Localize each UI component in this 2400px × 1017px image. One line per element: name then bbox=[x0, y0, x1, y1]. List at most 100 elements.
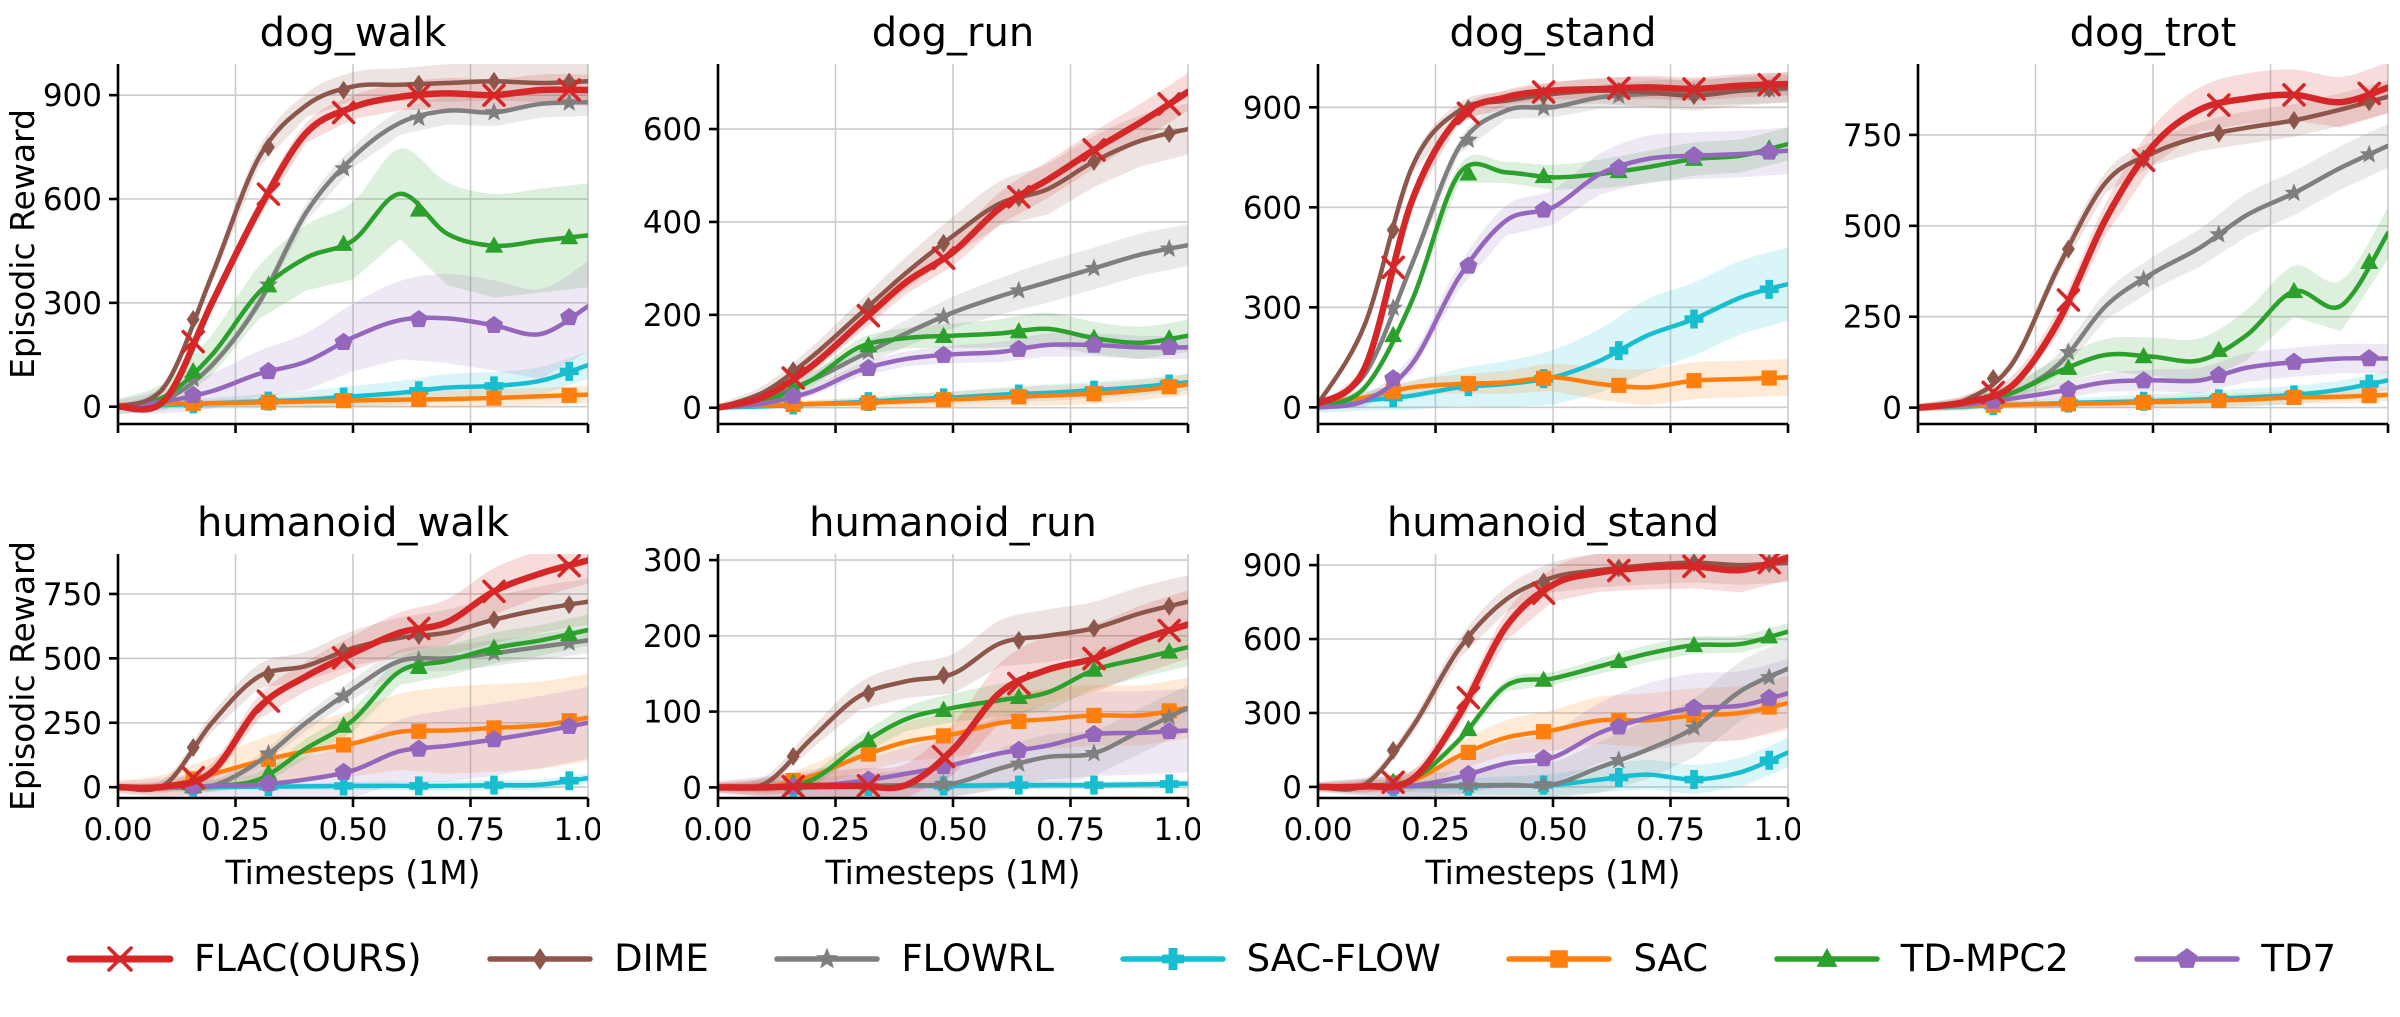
plot-area bbox=[118, 554, 588, 798]
band-DIME bbox=[718, 575, 1188, 792]
chart-title: humanoid_stand bbox=[1387, 500, 1719, 546]
legend-sample-s-icon bbox=[1506, 949, 1613, 968]
x-tick-label: 0.75 bbox=[1636, 812, 1705, 848]
plot-area bbox=[718, 73, 1188, 415]
y-tick-label: 0 bbox=[82, 390, 102, 426]
y-tick-label: 900 bbox=[43, 78, 102, 114]
chart-dog_stand: 0 300 600 900 dog_stand bbox=[1200, 0, 1800, 500]
chart-svg-humanoid_walk: 0 250 500 750 0.00 0.25 0.50 0.75 1.00 Timesteps … bbox=[3, 500, 623, 892]
band-DIME bbox=[1318, 554, 1788, 790]
x-tick-label: 0.50 bbox=[318, 812, 387, 848]
y-tick-label: 500 bbox=[43, 641, 102, 677]
legend-label: FLAC(OURS) bbox=[194, 937, 422, 980]
y-tick-label: 0 bbox=[682, 391, 702, 427]
axes: 0 300 600 900 0.00 0.25 0.50 0.75 1.00 Timesteps … bbox=[1243, 548, 1823, 892]
chart-dog_walk: 0 300 600 900 dog_walk Episodic Reward bbox=[0, 0, 600, 500]
charts-grid: 0 300 600 900 dog_walk Episodic Reward 0 200 40… bbox=[0, 0, 2400, 900]
chart-svg-humanoid_run: 0 100 200 300 0.00 0.25 0.50 0.75 1.00 Timesteps … bbox=[643, 500, 1223, 892]
legend-sample-P-icon bbox=[1119, 947, 1226, 970]
legend-item-sac: SAC bbox=[1503, 937, 1708, 980]
y-tick-label: 750 bbox=[43, 577, 102, 613]
x-tick-label: 0.00 bbox=[83, 812, 152, 848]
band-FLAC(OURS) bbox=[718, 590, 1188, 798]
x-tick-label: 1.00 bbox=[553, 812, 600, 848]
y-axis-label: Episodic Reward bbox=[3, 109, 42, 379]
band-FLOWRL bbox=[118, 627, 588, 791]
legend-label: TD7 bbox=[2261, 937, 2336, 980]
y-tick-label: 300 bbox=[43, 286, 102, 322]
markers-FLAC(OURS) bbox=[781, 618, 1181, 798]
chart-dog_run: 0 200 400 600 dog_run bbox=[600, 0, 1200, 500]
band-TD7 bbox=[718, 332, 1188, 410]
axes: 0 300 600 900 bbox=[43, 64, 590, 433]
y-tick-label: 300 bbox=[1243, 290, 1302, 326]
chart-humanoid_walk: 0 250 500 750 0.00 0.25 0.50 0.75 1.00 Timesteps … bbox=[0, 500, 623, 900]
markers-FLAC(OURS) bbox=[1381, 554, 1781, 795]
legend-sample-x-icon bbox=[66, 945, 174, 972]
empty-cell bbox=[1800, 500, 2400, 900]
chart-title: dog_stand bbox=[1449, 10, 1656, 56]
legend-item-td-mpc2: TD-MPC2 bbox=[1771, 937, 2069, 980]
y-tick-label: 250 bbox=[43, 706, 102, 742]
legend-item-td7: TD7 bbox=[2131, 937, 2336, 980]
plot-area bbox=[718, 575, 1188, 798]
band-TD7 bbox=[1318, 658, 1788, 798]
band-FLAC(OURS) bbox=[1318, 554, 1788, 793]
y-tick-label: 300 bbox=[1243, 696, 1302, 732]
y-tick-label: 900 bbox=[1243, 90, 1302, 126]
band-DIME bbox=[118, 64, 588, 410]
y-tick-label: 0 bbox=[1282, 390, 1302, 426]
legend-label: SAC-FLOW bbox=[1246, 937, 1441, 980]
line-FLAC(OURS) bbox=[718, 88, 1188, 411]
x-tick-label: 0.25 bbox=[801, 812, 870, 848]
legend-sample-D-icon bbox=[487, 947, 593, 970]
plot-area bbox=[1918, 64, 2388, 415]
markers-FLAC(OURS) bbox=[1381, 72, 1781, 280]
band-TD-MPC2 bbox=[1918, 207, 2388, 412]
markers-FLAC(OURS) bbox=[1981, 81, 2381, 405]
y-tick-label: 750 bbox=[1843, 118, 1902, 154]
chart-dog_trot: 0 250 500 750 dog_trot bbox=[1800, 0, 2400, 500]
y-tick-label: 600 bbox=[43, 182, 102, 218]
y-tick-label: 0 bbox=[1282, 770, 1302, 806]
x-tick-label: 0.25 bbox=[1401, 812, 1470, 848]
line-DIME bbox=[718, 126, 1188, 410]
axes: 0 250 500 750 0.00 0.25 0.50 0.75 1.00 Timesteps … bbox=[43, 554, 623, 892]
band-FLAC(OURS) bbox=[118, 554, 588, 793]
line-FLAC(OURS) bbox=[1318, 80, 1788, 408]
legend-sample-p-icon bbox=[2134, 947, 2241, 968]
y-tick-label: 0 bbox=[82, 770, 102, 806]
legend-label: DIME bbox=[614, 937, 709, 980]
band-FLAC(OURS) bbox=[1918, 64, 2388, 412]
chart-title: humanoid_run bbox=[809, 500, 1097, 546]
band-TD-MPC2 bbox=[118, 148, 588, 415]
markers-TD7 bbox=[184, 307, 579, 403]
x-tick-label: 0.00 bbox=[1283, 812, 1352, 848]
markers-TD-MPC2 bbox=[184, 200, 579, 379]
legend-label: TD-MPC2 bbox=[1900, 937, 2069, 980]
x-tick-label: 0.25 bbox=[201, 812, 270, 848]
band-DIME bbox=[118, 578, 588, 791]
legend-item-flowrl: FLOWRL bbox=[771, 937, 1054, 980]
x-tick-label: 0.75 bbox=[436, 812, 505, 848]
x-axis-label: Timesteps (1M) bbox=[824, 853, 1080, 892]
y-tick-label: 200 bbox=[643, 298, 702, 334]
x-tick-label: 1.00 bbox=[1753, 812, 1800, 848]
band-TD-MPC2 bbox=[718, 312, 1188, 411]
axes: 0 300 600 900 bbox=[1243, 64, 1790, 433]
legend-label: SAC bbox=[1633, 937, 1709, 980]
chart-svg-dog_walk: 0 300 600 900 dog_walk Episodic Reward bbox=[3, 10, 590, 433]
y-tick-label: 400 bbox=[643, 205, 702, 241]
x-tick-label: 0.50 bbox=[918, 812, 987, 848]
x-tick-label: 0.75 bbox=[1036, 812, 1105, 848]
markers-FLAC(OURS) bbox=[781, 92, 1181, 390]
markers-SAC bbox=[785, 379, 1177, 413]
y-tick-label: 250 bbox=[1843, 300, 1902, 336]
x-tick-label: 0.00 bbox=[683, 812, 752, 848]
chart-humanoid_stand: 0 300 600 900 0.00 0.25 0.50 0.75 1.00 Timesteps … bbox=[1200, 500, 1823, 900]
band-FLOWRL bbox=[1318, 639, 1788, 798]
x-axis-label: Timesteps (1M) bbox=[224, 853, 480, 892]
chart-humanoid_run: 0 100 200 300 0.00 0.25 0.50 0.75 1.00 Timesteps … bbox=[600, 500, 1223, 900]
legend-item-sac-flow: SAC-FLOW bbox=[1117, 937, 1441, 980]
